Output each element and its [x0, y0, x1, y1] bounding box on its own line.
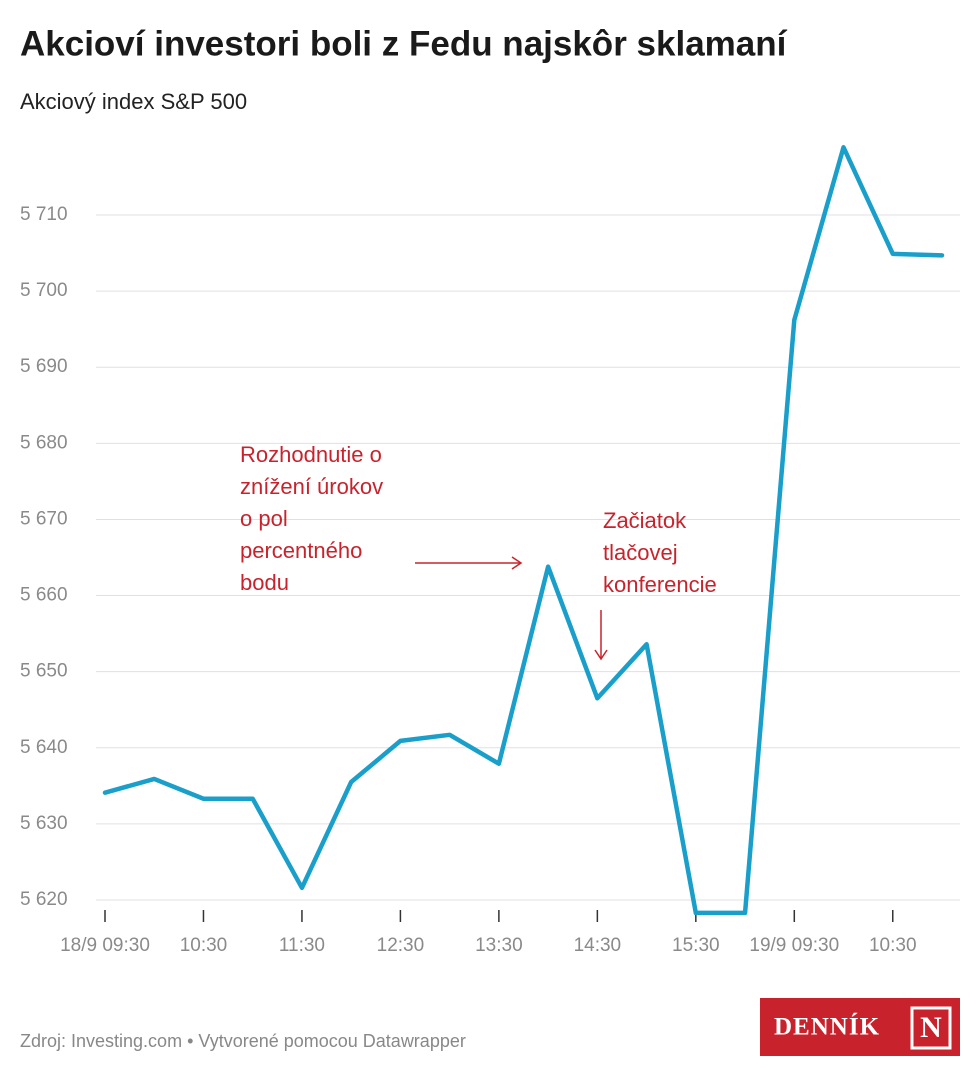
x-tick-label: 15:30: [672, 935, 720, 956]
annotation-arrowhead: [594, 649, 608, 661]
annotation: konferencie: [603, 572, 717, 597]
y-tick-label: 5 700: [20, 280, 68, 301]
x-tick-label: 18/9 09:30: [60, 935, 150, 956]
y-tick-label: 5 660: [20, 585, 68, 606]
logo-letter: N: [920, 1011, 942, 1044]
annotation: Rozhodnutie o: [240, 442, 382, 467]
x-tick-label: 19/9 09:30: [749, 935, 839, 956]
x-tick-label: 12:30: [377, 935, 425, 956]
annotation-arrowhead: [511, 556, 523, 570]
y-tick-label: 5 630: [20, 813, 68, 834]
y-tick-label: 5 680: [20, 432, 68, 453]
annotation: tlačovej: [603, 540, 678, 565]
x-tick-label: 13:30: [475, 935, 523, 956]
y-tick-label: 5 670: [20, 508, 68, 529]
y-tick-label: 5 710: [20, 204, 68, 225]
chart-title: Akcioví investori boli z Fedu najskôr sk…: [20, 24, 788, 63]
annotation: bodu: [240, 570, 289, 595]
logo-name: DENNÍK: [774, 1013, 880, 1041]
annotation: o pol: [240, 506, 288, 531]
annotation: percentného: [240, 538, 362, 563]
x-tick-label: 14:30: [574, 935, 622, 956]
x-tick-label: 10:30: [180, 935, 228, 956]
y-tick-label: 5 640: [20, 737, 68, 758]
x-tick-label: 11:30: [279, 935, 325, 956]
annotation: Začiatok: [603, 508, 687, 533]
chart-subtitle: Akciový index S&P 500: [20, 89, 247, 114]
x-tick-label: 10:30: [869, 935, 917, 956]
line: [102, 145, 945, 916]
annotation: znížení úrokov: [240, 474, 383, 499]
source: Zdroj: Investing.com • Vytvorené pomocou…: [20, 1031, 466, 1051]
logo-frame: [910, 1006, 952, 1050]
y-tick-label: 5 650: [20, 661, 68, 682]
y-tick-label: 5 620: [20, 889, 68, 910]
y-tick-label: 5 690: [20, 356, 68, 377]
